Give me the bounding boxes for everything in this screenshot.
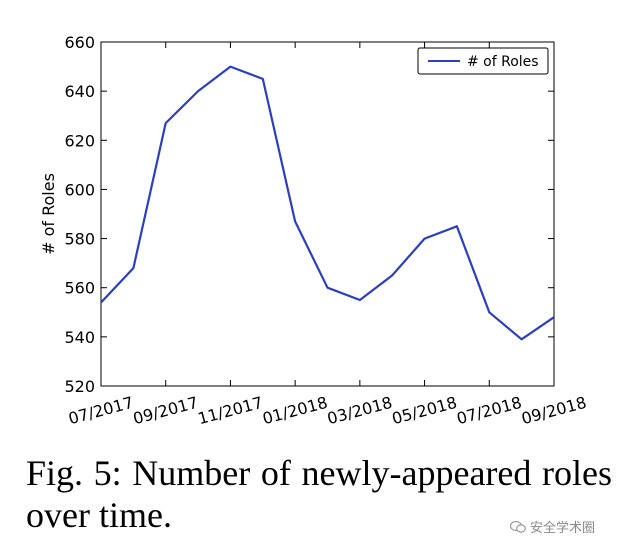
y-tick-label: 660 [64, 33, 95, 52]
line-chart: 520 540 560 580 600 620 640 660 07/201709/20171… [39, 33, 588, 429]
y-tick-label: 620 [64, 131, 95, 150]
series-line [100, 65, 555, 341]
y-tick-label: 520 [64, 377, 95, 396]
x-tick-label: 11/2017 [196, 393, 265, 429]
y-tick-label: 580 [64, 230, 95, 249]
x-tick-label: 07/2018 [455, 393, 524, 429]
y-axis-label: # of Roles [39, 173, 58, 255]
watermark-text: 安全学术圈 [530, 521, 596, 536]
x-tick-label: 09/2018 [519, 393, 588, 429]
figure-caption: Fig. 5: Number of newly-appeared roles o… [26, 453, 612, 535]
series-group [100, 65, 555, 341]
legend-box [417, 47, 549, 75]
legend-label: # of Roles [467, 54, 539, 70]
wechat-icon [510, 520, 526, 533]
legend: # of Roles [417, 47, 549, 75]
y-tick-label: 640 [64, 82, 95, 101]
y-tick-label: 600 [64, 180, 95, 199]
x-tick-label: 09/2017 [131, 393, 200, 429]
plot-area-frame [100, 41, 555, 387]
x-tick-label: 05/2018 [390, 393, 459, 429]
y-axis: 520 540 560 580 600 620 640 660 [64, 33, 554, 396]
watermark: 安全学术圈 [510, 517, 595, 536]
y-tick-label: 560 [64, 279, 95, 298]
x-tick-label: 03/2018 [325, 393, 394, 429]
y-tick-label: 540 [64, 328, 95, 347]
x-tick-label: 07/2017 [66, 393, 135, 429]
x-tick-label: 01/2018 [260, 393, 329, 429]
